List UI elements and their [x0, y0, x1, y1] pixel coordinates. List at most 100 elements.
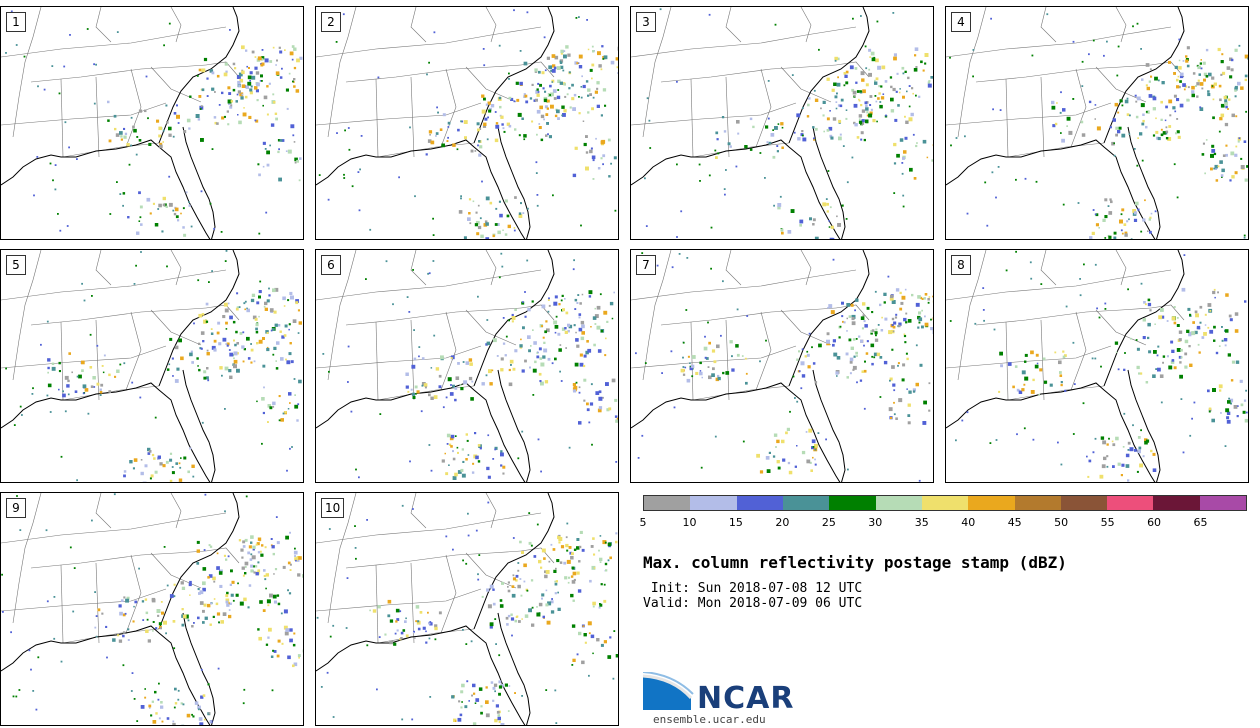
reflectivity-cell	[966, 411, 969, 414]
reflectivity-cell	[421, 357, 425, 360]
reflectivity-cell	[412, 396, 416, 399]
reflectivity-cell	[275, 117, 278, 121]
reflectivity-cell	[527, 207, 529, 210]
reflectivity-cell	[500, 368, 504, 372]
reflectivity-cell	[1220, 113, 1225, 118]
reflectivity-cell	[617, 46, 618, 51]
reflectivity-cell	[839, 104, 843, 108]
reflectivity-cell	[741, 355, 744, 357]
reflectivity-cell	[1079, 294, 1082, 297]
reflectivity-cell	[1243, 234, 1246, 237]
reflectivity-cell	[924, 322, 929, 327]
reflectivity-cell	[476, 122, 480, 126]
reflectivity-cell	[924, 62, 927, 65]
reflectivity-cell	[447, 126, 450, 128]
reflectivity-cell	[454, 387, 458, 390]
reflectivity-cell	[120, 599, 124, 602]
reflectivity-cell	[1234, 329, 1239, 333]
reflectivity-cell	[874, 95, 877, 97]
reflectivity-cell	[605, 569, 608, 572]
reflectivity-cell	[512, 367, 516, 371]
reflectivity-cell	[1154, 76, 1158, 81]
colorbar-tick: 25	[821, 516, 836, 529]
reflectivity-cell	[405, 634, 409, 638]
colorbar-segment	[1014, 496, 1061, 510]
reflectivity-cell	[501, 581, 504, 585]
reflectivity-cell	[69, 34, 71, 36]
reflectivity-cell	[902, 205, 905, 208]
reflectivity-cell	[35, 708, 38, 711]
reflectivity-cell	[1207, 93, 1211, 97]
state-border	[377, 628, 475, 644]
reflectivity-cell	[904, 115, 906, 118]
reflectivity-cell	[222, 315, 226, 319]
colorbar-segment	[1060, 496, 1108, 510]
reflectivity-cell	[358, 476, 360, 479]
reflectivity-cell	[540, 566, 543, 569]
reflectivity-cell	[234, 67, 237, 70]
reflectivity-cell	[869, 111, 873, 115]
reflectivity-cell	[553, 320, 558, 325]
reflectivity-cell	[1204, 172, 1206, 175]
reflectivity-cell	[535, 98, 538, 102]
reflectivity-cell	[1123, 412, 1126, 415]
reflectivity-cell	[511, 320, 514, 323]
reflectivity-cell	[802, 107, 804, 109]
reflectivity-cell	[1219, 160, 1223, 164]
reflectivity-cell	[877, 97, 880, 100]
reflectivity-cell	[479, 145, 483, 149]
reflectivity-cell	[614, 415, 618, 418]
reflectivity-cell	[408, 311, 411, 313]
reflectivity-cell	[550, 543, 553, 546]
reflectivity-cell	[548, 135, 552, 139]
state-border	[316, 102, 482, 126]
reflectivity-cell	[861, 109, 866, 113]
reflectivity-cell	[774, 23, 777, 26]
reflectivity-cell	[243, 688, 246, 691]
reflectivity-cell	[908, 105, 911, 108]
reflectivity-cell	[532, 368, 537, 373]
reflectivity-cell	[858, 120, 863, 124]
reflectivity-cell	[536, 523, 539, 526]
reflectivity-cell	[1117, 368, 1120, 371]
reflectivity-cell	[823, 130, 825, 133]
reflectivity-cell	[518, 212, 522, 215]
colorbar-segment	[1199, 496, 1247, 510]
reflectivity-cell	[67, 393, 70, 396]
reflectivity-cell	[438, 611, 442, 615]
reflectivity-cell	[838, 336, 841, 339]
reflectivity-cell	[162, 141, 164, 143]
reflectivity-cell	[794, 397, 796, 399]
reflectivity-cell	[466, 439, 469, 442]
reflectivity-cell	[1030, 390, 1035, 394]
reflectivity-cell	[550, 69, 553, 72]
reflectivity-cell	[172, 209, 175, 212]
reflectivity-cell	[880, 85, 883, 88]
reflectivity-cell	[955, 137, 958, 139]
reflectivity-cell	[913, 68, 918, 72]
reflectivity-cell	[144, 688, 146, 690]
reflectivity-cell	[180, 356, 184, 361]
reflectivity-cell	[481, 94, 485, 98]
reflectivity-cell	[534, 68, 538, 72]
reflectivity-cell	[205, 302, 209, 306]
reflectivity-cell	[1186, 64, 1190, 68]
reflectivity-cell	[804, 355, 807, 358]
reflectivity-cell	[889, 377, 893, 381]
reflectivity-cell	[454, 435, 457, 437]
reflectivity-cell	[262, 141, 266, 145]
map-panel: 3	[630, 6, 934, 240]
state-border	[1, 102, 167, 126]
reflectivity-cell	[868, 72, 872, 77]
reflectivity-cell	[1081, 60, 1084, 63]
reflectivity-cell	[1144, 438, 1148, 442]
reflectivity-cell	[1100, 436, 1105, 440]
reflectivity-cell	[278, 177, 282, 182]
reflectivity-cell	[1135, 339, 1138, 341]
reflectivity-cell	[588, 421, 591, 424]
reflectivity-cell	[559, 60, 562, 63]
reflectivity-cell	[1061, 138, 1065, 143]
reflectivity-cell	[266, 163, 270, 167]
reflectivity-cell	[514, 619, 518, 623]
reflectivity-cell	[759, 152, 762, 154]
